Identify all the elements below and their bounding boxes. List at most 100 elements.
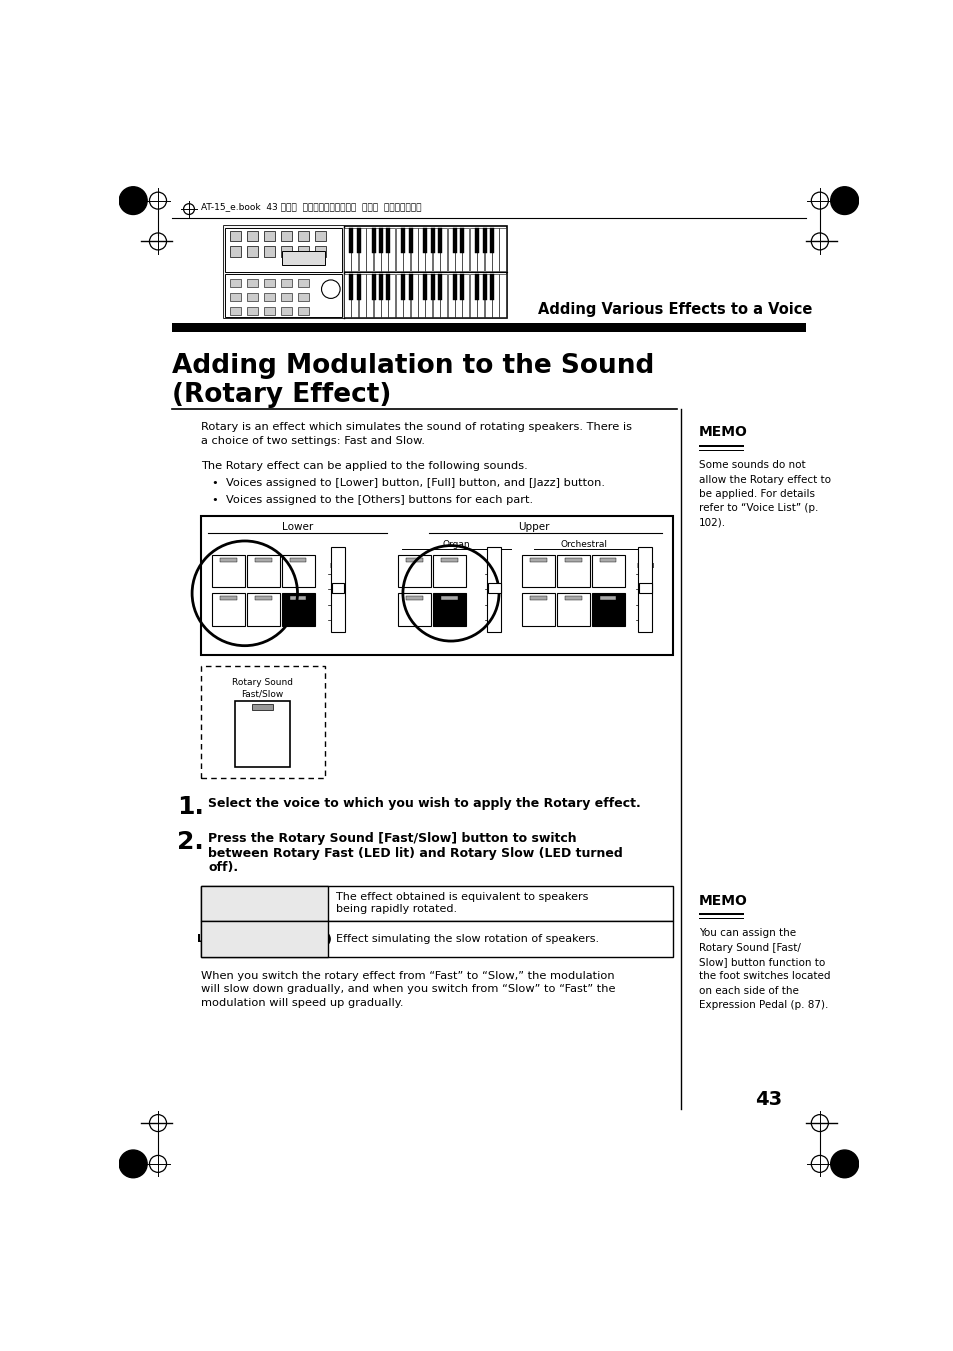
Text: Strings: Strings [250,569,276,578]
Text: Rotary is an effect which simulates the sound of rotating speakers. There is: Rotary is an effect which simulates the … [200,423,631,432]
Bar [344,227,351,270]
Text: The effect obtained is equivalent to speakers: The effect obtained is equivalent to spe… [335,892,588,902]
Bar [281,280,292,286]
Bar [469,227,476,270]
Text: The Rotary effect can be applied to the following sounds.: The Rotary effect can be applied to the … [200,461,527,471]
Text: Orchestral: Orchestral [560,539,607,549]
Circle shape [321,280,340,299]
Bar [447,274,454,317]
Bar [298,307,309,315]
Bar [230,293,241,301]
Bar [366,227,373,270]
Bar [492,227,498,270]
Bar [431,227,435,254]
Bar [425,274,432,317]
Text: Full: Full [408,569,421,578]
Text: MEMO: MEMO [699,426,747,439]
Bar [475,274,478,300]
Bar [557,555,589,588]
Bar [351,274,358,317]
Text: Rotary Sound: Rotary Sound [232,678,293,688]
Bar [315,246,326,257]
Bar [386,274,390,300]
Bar [639,582,651,593]
Text: will slow down gradually, and when you switch from “Slow” to “Fast” the: will slow down gradually, and when you s… [200,985,615,994]
Bar [439,274,447,317]
Text: Others: Others [436,608,462,616]
Bar [492,274,498,317]
Bar [487,547,500,632]
Bar [433,274,439,317]
Bar [476,227,484,270]
Text: •  Voices assigned to [Lower] button, [Full] button, and [Jazz] button.: • Voices assigned to [Lower] button, [Fu… [212,478,604,488]
Bar [225,274,342,317]
Bar [230,280,241,286]
Bar [388,274,395,317]
Text: Effect simulating the slow rotation of speakers.: Effect simulating the slow rotation of s… [335,934,598,944]
Bar [530,558,546,562]
Bar [220,596,236,600]
Text: Others: Others [285,608,311,616]
Bar [298,280,309,286]
Text: Adding Various Effects to a Voice: Adding Various Effects to a Voice [537,303,811,317]
Bar [699,444,743,447]
Text: Choir: Choir [253,608,274,616]
Bar [425,227,432,270]
Bar [433,555,465,588]
Bar [298,293,309,301]
Bar [410,227,417,270]
Bar [264,231,274,242]
Text: •  Voices assigned to the [Others] buttons for each part.: • Voices assigned to the [Others] button… [212,494,533,505]
Bar [565,596,581,600]
Bar [331,547,344,632]
Bar [397,555,431,588]
Bar [462,227,469,270]
Bar [475,227,478,254]
Text: Strings: Strings [524,569,552,578]
Bar [484,274,491,317]
Bar [264,280,274,286]
Bar [406,596,422,600]
Bar [230,231,241,242]
Bar [200,886,673,921]
Text: Upper: Upper [517,521,549,532]
Bar [220,558,236,562]
Bar [395,227,402,270]
Bar [386,227,390,254]
Bar [530,596,546,600]
Bar [484,227,491,270]
Bar [433,593,465,626]
Bar [298,246,309,257]
Bar [349,227,353,254]
Text: Piano: Piano [562,569,583,578]
Bar [282,555,314,588]
Bar [371,227,375,254]
Bar [599,596,616,600]
Text: 2.: 2. [177,831,204,854]
Bar [417,227,424,270]
Text: Press the Rotary Sound [Fast/Slow] button to switch: Press the Rotary Sound [Fast/Slow] butto… [208,832,577,844]
Bar [252,704,274,711]
Bar [255,558,272,562]
Bar [255,596,272,600]
Bar [366,274,373,317]
Bar [281,307,292,315]
Bar [565,558,581,562]
Text: Level: Level [636,562,654,569]
Bar [437,274,442,300]
Text: MEMO: MEMO [699,893,747,908]
Bar [460,274,464,300]
Bar [462,274,469,317]
Text: Select the voice to which you wish to apply the Rotary effect.: Select the voice to which you wish to ap… [208,797,640,809]
Bar [599,558,616,562]
Bar [423,274,427,300]
Bar [351,227,358,270]
Bar [469,274,476,317]
Bar [423,227,427,254]
Bar [521,555,555,588]
Bar [490,274,494,300]
Text: Jazz: Jazz [441,569,456,578]
Bar [557,593,589,626]
Text: Brass: Brass [598,569,618,578]
Text: Leve
l: Leve l [330,562,346,576]
